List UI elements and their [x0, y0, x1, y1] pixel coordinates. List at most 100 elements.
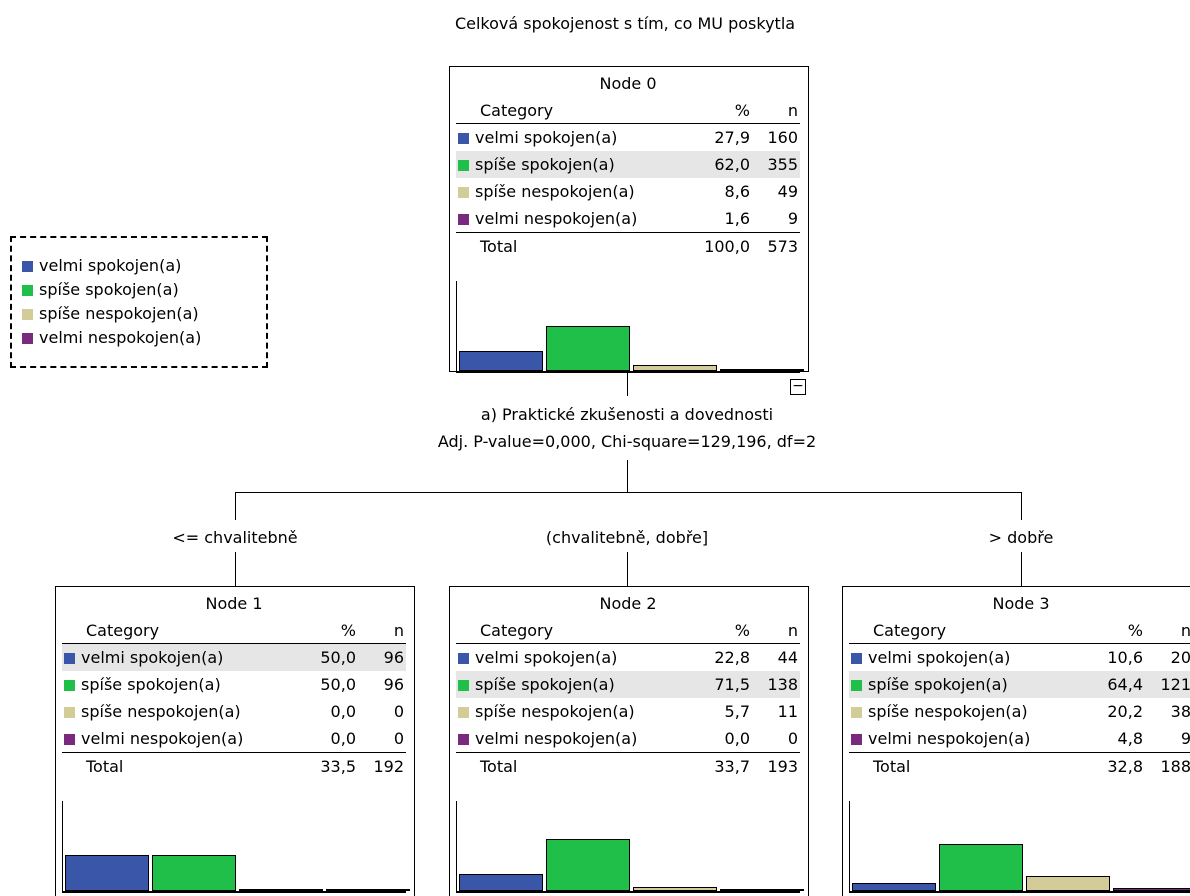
count-cell: 20 [1170, 648, 1190, 667]
count-cell: 0 [393, 729, 404, 748]
legend-swatch [22, 309, 33, 320]
count-cell: 96 [383, 648, 404, 667]
category-swatch [851, 734, 862, 745]
collapse-button[interactable]: − [790, 379, 806, 395]
percent-cell: 0,0 [724, 729, 750, 748]
category-swatch [64, 734, 75, 745]
percent-cell: 22,8 [714, 648, 750, 667]
category-swatch [64, 680, 75, 691]
category-label: velmi nespokojen(a) [475, 209, 638, 228]
category-label: velmi spokojen(a) [475, 128, 618, 147]
percent-cell: 0,0 [330, 702, 356, 721]
bar-spise-nespokojen [1026, 876, 1110, 891]
count-cell: 38 [1170, 702, 1190, 721]
connector-line [1021, 492, 1022, 520]
header-percent: % [340, 621, 356, 640]
total-count: 573 [767, 237, 798, 256]
total-percent: 100,0 [704, 237, 750, 256]
count-cell: 0 [787, 729, 798, 748]
percent-cell: 50,0 [320, 675, 356, 694]
bar-velmi-nespokojen [1113, 888, 1190, 891]
category-swatch [458, 707, 469, 718]
bar-spise-spokojen [152, 855, 236, 891]
total-percent: 33,7 [714, 757, 750, 776]
total-row: Total 33,5 192 [62, 753, 406, 780]
table-row: spíše nespokojen(a) 20,2 38 [849, 698, 1190, 725]
category-swatch [458, 680, 469, 691]
category-cell: spíše spokojen(a) [456, 151, 680, 178]
bar-velmi-spokojen [852, 883, 936, 891]
count-cell: 121 [1160, 675, 1190, 694]
header-category: Category [86, 621, 160, 640]
category-cell: spíše nespokojen(a) [849, 698, 1073, 725]
table-row: velmi spokojen(a) 10,6 20 [849, 644, 1190, 671]
category-cell: spíše spokojen(a) [456, 671, 680, 698]
node-title: Node 2 [599, 594, 657, 613]
category-cell: velmi nespokojen(a) [456, 725, 680, 752]
node-bar-chart [456, 801, 804, 893]
table-row: velmi spokojen(a) 50,0 96 [62, 644, 406, 671]
category-cell: velmi spokojen(a) [456, 644, 680, 671]
category-swatch [64, 653, 75, 664]
total-count: 188 [1160, 757, 1190, 776]
table-row: velmi spokojen(a) 22,8 44 [456, 644, 800, 671]
legend-label: spíše nespokojen(a) [39, 304, 199, 323]
header-percent: % [734, 621, 750, 640]
category-label: velmi spokojen(a) [868, 648, 1011, 667]
category-cell: spíše spokojen(a) [62, 671, 286, 698]
header-percent: % [734, 101, 750, 120]
category-cell: velmi nespokojen(a) [456, 205, 680, 232]
category-swatch [458, 214, 469, 225]
category-label: velmi nespokojen(a) [868, 729, 1031, 748]
bar-velmi-spokojen [459, 874, 543, 891]
category-swatch [851, 707, 862, 718]
tree-node-1[interactable]: Node 1 Category % n velmi spokojen(a) 50… [55, 586, 415, 896]
bar-spise-spokojen [546, 839, 630, 891]
total-label: Total [873, 757, 911, 776]
chart-axis [62, 801, 63, 891]
total-label: Total [480, 757, 518, 776]
node-bar-chart [62, 801, 410, 893]
chart-axis [456, 801, 457, 891]
table-row: spíše spokojen(a) 71,5 138 [456, 671, 800, 698]
header-category: Category [480, 621, 554, 640]
category-swatch [851, 653, 862, 664]
connector-line [1021, 552, 1022, 586]
percent-cell: 62,0 [714, 155, 750, 174]
connector-line [235, 492, 236, 520]
connector-line [235, 492, 1022, 493]
tree-node-2[interactable]: Node 2 Category % n velmi spokojen(a) 22… [449, 586, 809, 896]
node-title: Node 3 [992, 594, 1050, 613]
bar-spise-nespokojen [633, 365, 717, 371]
total-row: Total 33,7 193 [456, 753, 800, 780]
legend-swatch [22, 333, 33, 344]
count-cell: 355 [767, 155, 798, 174]
category-label: spíše spokojen(a) [475, 155, 615, 174]
tree-node-0[interactable]: Node 0 Category % n velmi spokojen(a) 27… [449, 66, 809, 373]
category-cell: velmi nespokojen(a) [62, 725, 286, 752]
category-label: spíše nespokojen(a) [868, 702, 1028, 721]
percent-cell: 1,6 [724, 209, 750, 228]
connector-line [627, 552, 628, 586]
category-label: spíše nespokojen(a) [475, 182, 635, 201]
tree-node-3[interactable]: Node 3 Category % n velmi spokojen(a) 10… [842, 586, 1190, 896]
category-label: spíše nespokojen(a) [81, 702, 241, 721]
branch-label: <= chvalitebně [172, 528, 298, 547]
count-cell: 138 [767, 675, 798, 694]
total-count: 193 [767, 757, 798, 776]
bar-velmi-spokojen [65, 855, 149, 891]
connector-line [627, 372, 628, 396]
total-row: Total 32,8 188 [849, 753, 1190, 780]
percent-cell: 8,6 [724, 182, 750, 201]
category-label: spíše spokojen(a) [868, 675, 1008, 694]
category-label: velmi spokojen(a) [81, 648, 224, 667]
legend-item: spíše nespokojen(a) [12, 302, 266, 326]
chart-axis [456, 281, 457, 371]
table-row: spíše nespokojen(a) 8,6 49 [456, 178, 800, 205]
count-cell: 9 [787, 209, 798, 228]
category-cell: velmi spokojen(a) [62, 644, 286, 671]
category-swatch [458, 187, 469, 198]
category-cell: spíše nespokojen(a) [456, 698, 680, 725]
total-label: Total [86, 757, 124, 776]
percent-cell: 0,0 [330, 729, 356, 748]
